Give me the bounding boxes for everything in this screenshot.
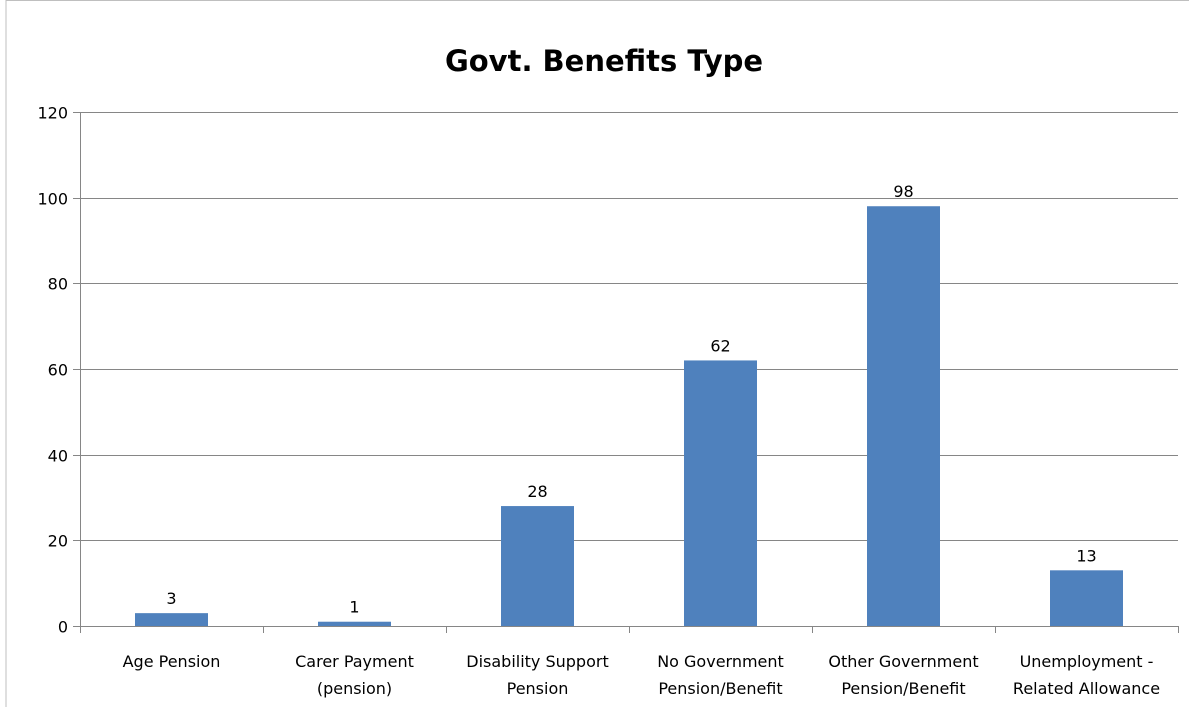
x-tick-label: Other Government	[828, 652, 978, 671]
y-tick-label: 40	[48, 447, 68, 466]
gridlines	[73, 112, 1178, 627]
y-tick-label: 20	[48, 532, 68, 551]
bar	[135, 613, 208, 626]
y-tick-label: 60	[48, 361, 68, 380]
y-axis-tick-labels: 0 20 40 60 80 100 120	[37, 104, 68, 637]
y-tick-label: 120	[37, 104, 68, 123]
axes	[80, 112, 1179, 633]
x-tick-label: Disability Support	[466, 652, 608, 671]
bars	[135, 206, 1123, 626]
chart-title: Govt. Benefits Type	[445, 44, 763, 78]
y-tick-label: 80	[48, 275, 68, 294]
y-tick-label: 0	[58, 618, 68, 637]
data-label: 1	[349, 598, 359, 617]
x-tick-label: Pension/Benefit	[841, 679, 965, 698]
data-labels: 3 1 28 62 98 13	[166, 182, 1096, 616]
x-tick-label: (pension)	[317, 679, 392, 698]
x-axis-tick-labels: Age Pension Carer Payment (pension) Disabil…	[123, 652, 1160, 698]
x-tick-label: Pension	[507, 679, 569, 698]
x-tick-label: Age Pension	[123, 652, 221, 671]
x-tick-label: Carer Payment	[295, 652, 414, 671]
data-label: 98	[893, 182, 913, 201]
y-tick-label: 100	[37, 190, 68, 209]
bar	[501, 506, 574, 626]
x-tick-label: No Government	[657, 652, 784, 671]
data-label: 62	[710, 336, 730, 355]
data-label: 28	[527, 482, 547, 501]
x-tick-label: Pension/Benefit	[658, 679, 782, 698]
bar	[1050, 570, 1123, 626]
bar	[684, 360, 757, 626]
bar	[318, 621, 391, 626]
x-tick-label: Related Allowance	[1013, 679, 1160, 698]
data-label: 3	[166, 589, 176, 608]
bar	[867, 206, 940, 626]
x-tick-label: Unemployment -	[1020, 652, 1154, 671]
data-label: 13	[1076, 546, 1096, 565]
